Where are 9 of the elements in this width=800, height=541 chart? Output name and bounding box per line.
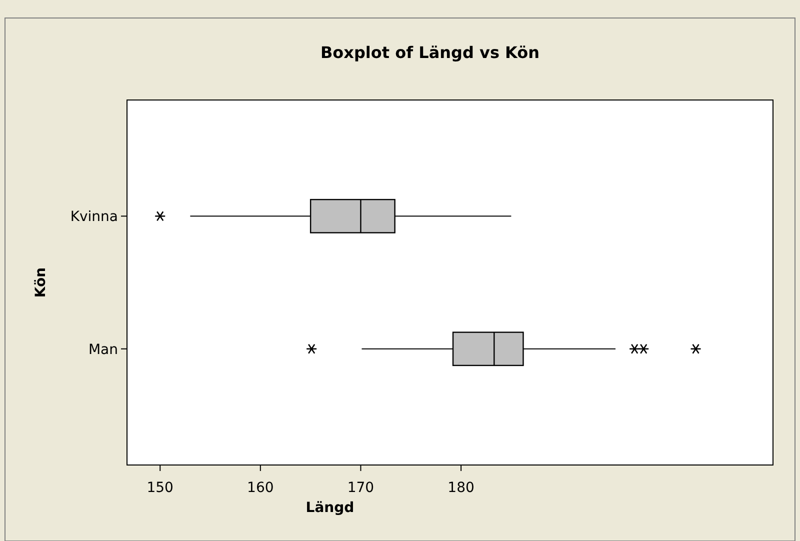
y-tick-label: Man (88, 342, 118, 358)
x-tick-label: 180 (448, 480, 474, 496)
x-tick-label: 150 (146, 480, 174, 496)
chart-title: Boxplot of Längd vs Kön (320, 43, 540, 62)
x-tick-label: 160 (247, 480, 274, 496)
y-tick-label: Kvinna (70, 209, 118, 226)
x-axis-title: Längd (306, 500, 354, 516)
y-axis-title: Kön (33, 267, 49, 298)
x-tick-label: 170 (347, 480, 374, 496)
